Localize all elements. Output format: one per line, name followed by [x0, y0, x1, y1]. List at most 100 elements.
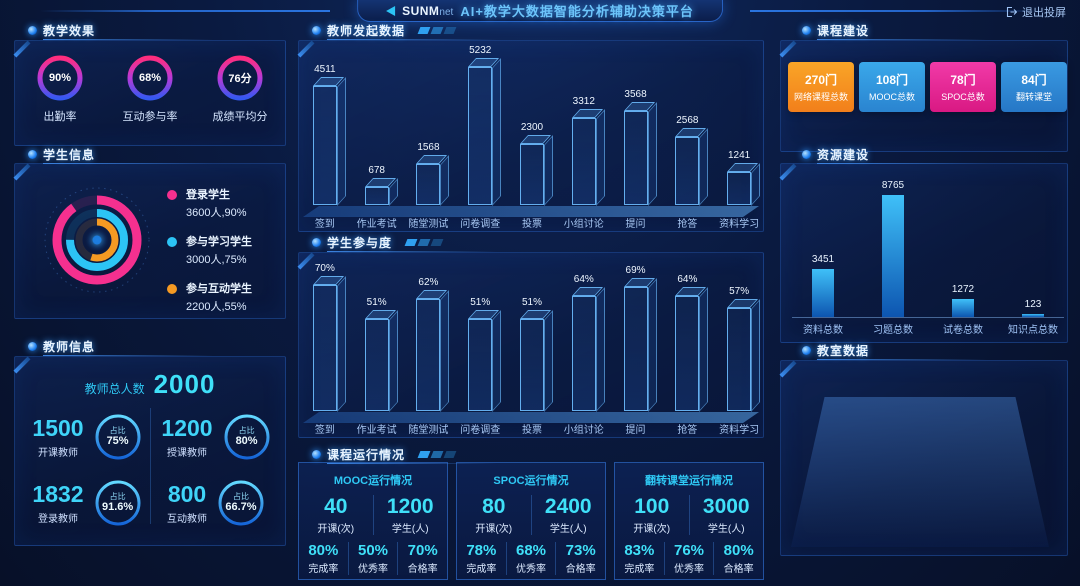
bar-category-label: 资料学习	[719, 219, 760, 230]
course-card-label: MOOC总数	[869, 92, 915, 102]
bar-category-label: 资料学习	[719, 425, 760, 436]
legend-value: 3600人,90%	[186, 207, 247, 219]
teacher-stat-0: 1500 开课教师 占比 75%	[23, 412, 152, 462]
teacher-ratio-ring: 占比 75%	[93, 412, 143, 462]
bar-value-label: 64%	[677, 273, 698, 285]
legend-item-0: 登录学生 3600人,90%	[167, 186, 252, 220]
teacher-stat-label: 登录教师	[37, 514, 78, 525]
resource-bar-label: 试卷总数	[943, 325, 983, 336]
gauge-value: 76分	[228, 73, 252, 85]
bar-value-label: 69%	[625, 264, 646, 276]
bar-category-label: 提问	[625, 219, 646, 230]
chart-floor	[303, 206, 759, 217]
logo-text: SUNMnet	[402, 3, 454, 18]
exit-screencast-button[interactable]: 退出投屏	[1005, 4, 1066, 20]
bar-问卷调查: 5232	[468, 45, 502, 206]
course-card-1: 108门 MOOC总数	[859, 62, 925, 112]
resource-bar-value: 1272	[951, 284, 975, 296]
course-card-count: 270门	[804, 73, 838, 87]
section-title-course-running: 课程运行情况	[327, 448, 406, 462]
resource-bar-chart: 3451 资料总数 8765 习题总数 1272 试卷总数 123 知识点总数	[788, 168, 1068, 340]
resource-bar-label: 资料总数	[803, 325, 843, 336]
bar-资料学习: 57%	[727, 286, 761, 412]
resource-bar-知识点总数: 123	[1022, 299, 1044, 317]
teacher-total: 教师总人数 2000	[15, 369, 285, 400]
resource-bar-value: 3451	[811, 253, 835, 265]
section-dot-icon	[312, 238, 321, 247]
section-dot-icon	[802, 346, 811, 355]
run-rate: 76% 优秀率	[663, 542, 714, 575]
section-title-classroom-data: 教室数据	[817, 344, 870, 358]
panel-teacher-info: 教师总人数 2000 1500 开课教师 占比 75% 1200 授课教师 占比 80…	[14, 356, 286, 546]
bar-投票: 51%	[519, 297, 553, 412]
teacher-total-label: 教师总人数	[84, 382, 145, 396]
legend-dot-icon	[167, 237, 177, 247]
section-dot-icon	[312, 26, 321, 35]
bar-category-label: 随堂测试	[408, 425, 449, 436]
run-stat: 100 开课(次)	[633, 495, 671, 535]
bar-category-label: 小组讨论	[563, 425, 604, 436]
bar-category-label: 签到	[314, 425, 335, 436]
section-title-student-participation: 学生参与度	[327, 236, 393, 250]
run-rate: 80% 合格率	[713, 542, 763, 575]
course-card-label: 网络课程总数	[793, 92, 848, 102]
bar-value-label: 678	[368, 165, 385, 177]
course-card-3: 84门 翻转课堂	[1001, 62, 1067, 112]
bar-抢答: 2568	[675, 115, 709, 206]
run-panel-title: 翻转课堂运行情况	[645, 475, 733, 487]
legend-item-2: 参与互动学生 2200人,55%	[167, 280, 252, 314]
run-panel-0: MOOC运行情况 40 开课(次) 1200 学生(人) 80% 完成率 50%…	[298, 462, 448, 580]
bar-提问: 69%	[623, 265, 657, 412]
bar-category-label: 小组讨论	[563, 219, 604, 230]
run-rate: 68% 优秀率	[505, 542, 556, 575]
run-stat: 3000 学生(人)	[688, 495, 764, 535]
run-stat: 2400 学生(人)	[530, 495, 606, 535]
bar-作业考试: 51%	[364, 297, 398, 412]
bar-value-label: 1241	[727, 150, 751, 162]
resource-bar-习题总数: 8765	[882, 180, 904, 317]
run-rate: 83% 完成率	[624, 542, 655, 575]
course-card-label: SPOC总数	[941, 92, 985, 102]
bar-value-label: 51%	[366, 297, 387, 309]
section-dot-icon	[28, 342, 37, 351]
section-deco-squares	[417, 27, 457, 34]
bar-小组讨论: 64%	[571, 274, 605, 412]
bar-category-label: 抢答	[677, 425, 698, 436]
gauge-ring-icon	[37, 55, 83, 101]
section-dot-icon	[28, 26, 37, 35]
run-rate: 80% 完成率	[308, 542, 339, 575]
teacher-total-value: 2000	[153, 369, 216, 399]
bar-value-label: 2568	[676, 115, 699, 127]
bar-小组讨论: 3312	[571, 96, 605, 206]
teacher-stat-value: 800	[167, 481, 207, 507]
bar-投票: 2300	[519, 122, 553, 206]
bar-value-label: 1568	[417, 141, 440, 153]
bar-category-label: 随堂测试	[408, 219, 449, 230]
bar-随堂测试: 1568	[416, 142, 450, 206]
bar-value-label: 70%	[314, 263, 335, 274]
run-panel-2: 翻转课堂运行情况 100 开课(次) 3000 学生(人) 83% 完成率 76…	[614, 462, 764, 580]
resource-bar-试卷总数: 1272	[952, 284, 974, 317]
section-dot-icon	[28, 150, 37, 159]
bar-资料学习: 1241	[727, 150, 761, 206]
header-deco-line-right	[750, 10, 1040, 12]
bar-category-label: 签到	[314, 219, 335, 230]
bar-value-label: 4511	[314, 64, 336, 76]
bar-抢答: 64%	[675, 274, 709, 412]
run-panel-1: SPOC运行情况 80 开课(次) 2400 学生(人) 78% 完成率 68%…	[456, 462, 606, 580]
teacher-stat-value: 1200	[161, 415, 213, 441]
exit-screencast-label: 退出投屏	[1022, 7, 1066, 19]
teacher-stat-2: 1832 登录教师 占比 91.6%	[23, 478, 152, 528]
gauge-label: 出勤率	[43, 111, 77, 123]
legend-dot-icon	[167, 190, 177, 200]
gauge-2: 76分 成绩平均分	[197, 54, 283, 124]
bar-category-label: 抢答	[677, 219, 698, 230]
section-deco-squares	[417, 451, 457, 458]
gauge-ring-icon	[127, 55, 173, 101]
teacher-ratio-ring: 占比 80%	[222, 412, 272, 462]
bar-value-label: 62%	[418, 277, 439, 289]
bar-category-label: 作业考试	[356, 425, 397, 436]
panel-classroom-data: 85间 教室总数 86.17% 教室使用率 2300 教室资产数 200个 设备…	[780, 360, 1068, 556]
section-dot-icon	[802, 26, 811, 35]
